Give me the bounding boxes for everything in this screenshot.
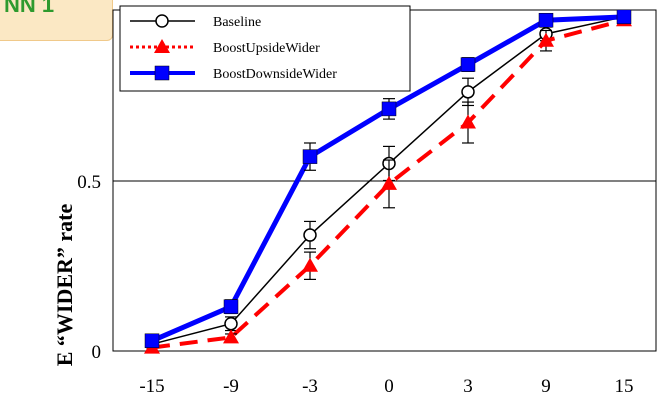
data-point	[223, 329, 239, 344]
x-tick-label: -9	[223, 376, 239, 397]
data-point	[302, 149, 318, 164]
data-point	[223, 299, 239, 314]
data-point	[302, 257, 318, 272]
data-point	[224, 316, 238, 331]
legend-marker	[154, 65, 170, 81]
x-tick-label: 3	[463, 376, 473, 397]
data-point	[616, 9, 632, 25]
data-point	[460, 114, 476, 129]
data-point	[461, 85, 475, 99]
data-point	[460, 57, 476, 72]
y-tick-label: 0	[92, 342, 102, 363]
corner-tag-text: NN 1	[4, 0, 55, 17]
data-point	[538, 12, 554, 28]
legend-label: Baseline	[213, 15, 261, 30]
x-tick-label: 0	[384, 376, 394, 397]
x-tick-label: 9	[541, 376, 551, 397]
legend-label: BoostDownsideWider	[213, 67, 337, 82]
y-tick-label: 0.5	[77, 172, 101, 193]
y-axis-title: E “WIDER” rate	[52, 203, 77, 366]
data-point	[538, 32, 554, 47]
legend-marker	[154, 39, 170, 53]
series-boostdownsidewider	[144, 9, 632, 349]
data-point	[381, 175, 397, 190]
y-axis-label: E “WIDER” rate	[52, 203, 77, 366]
legend-label: BoostUpsideWider	[213, 41, 320, 56]
legend-marker	[155, 14, 169, 28]
data-point	[381, 101, 397, 117]
data-point	[144, 333, 160, 349]
x-tick-label: -15	[139, 376, 164, 397]
data-point	[303, 228, 317, 242]
x-tick-label: -3	[302, 376, 318, 397]
legend: Baseline BoostUpsideWider BoostDownsideWid…	[119, 5, 411, 92]
corner-tag: NN 1	[0, 0, 113, 41]
x-tick-label: 15	[615, 376, 634, 397]
